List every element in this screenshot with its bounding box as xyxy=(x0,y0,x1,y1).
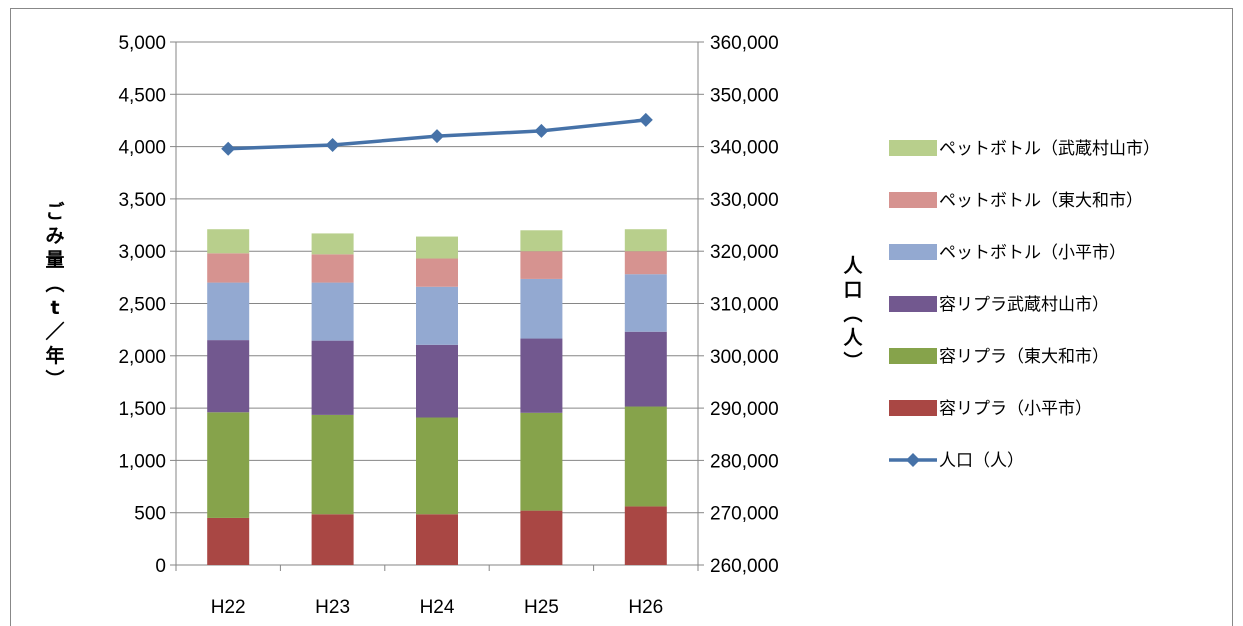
left-tick-label: 1,500 xyxy=(118,399,166,420)
bar-segment xyxy=(624,274,667,332)
right-tick-label: 360,000 xyxy=(710,33,779,54)
left-tick-label: 3,500 xyxy=(118,190,166,211)
left-tick-label: 1,000 xyxy=(118,451,166,472)
bar-segment xyxy=(624,406,667,507)
legend-label: 人口（人） xyxy=(939,451,1024,471)
chart-frame xyxy=(10,8,1233,626)
right-axis-title-char: ︵ xyxy=(843,303,862,325)
population-marker xyxy=(430,129,444,144)
bar-segment xyxy=(311,254,354,283)
bar-segment xyxy=(311,340,354,415)
population-marker xyxy=(221,141,236,156)
bar-segment xyxy=(520,278,563,339)
bar-segment xyxy=(624,331,667,407)
legend-label: ペットボトル（小平市） xyxy=(939,243,1126,263)
right-tick-label: 280,000 xyxy=(710,451,779,472)
right-tick-label: 290,000 xyxy=(710,399,779,420)
x-tick-label: H24 xyxy=(420,597,455,618)
bar-segment xyxy=(520,251,563,279)
bar-segment xyxy=(624,229,667,252)
right-tick-label: 330,000 xyxy=(710,190,779,211)
left-axis-title-char: ／ xyxy=(45,320,64,343)
bar-segment xyxy=(207,282,250,341)
bar-segment xyxy=(520,338,563,413)
legend-label: ペットボトル（武蔵村山市） xyxy=(939,139,1160,159)
population-marker xyxy=(325,138,340,153)
legend-diamond-swatch xyxy=(906,453,920,467)
legend-label: 容リプラ武蔵村山市） xyxy=(939,295,1109,315)
right-axis-title-char: 人 xyxy=(843,327,863,349)
bar-segment xyxy=(311,233,354,255)
right-axis-title-char: ︶ xyxy=(843,350,862,373)
x-tick-label: H25 xyxy=(524,597,559,618)
left-tick-label: 3,000 xyxy=(118,242,166,263)
left-tick-label: 2,500 xyxy=(118,295,166,316)
bar-segment xyxy=(207,253,250,283)
legend-swatch xyxy=(889,400,937,416)
left-tick-label: 4,000 xyxy=(118,138,166,159)
legend-swatch xyxy=(889,244,937,260)
right-tick-label: 300,000 xyxy=(710,347,779,368)
left-axis-title-char: ︶ xyxy=(45,368,64,391)
bar-segment xyxy=(520,230,563,252)
legend-swatch xyxy=(889,140,937,156)
bar-segment xyxy=(416,344,458,418)
right-tick-label: 350,000 xyxy=(710,85,779,106)
right-tick-label: 260,000 xyxy=(710,556,779,577)
right-tick-label: 320,000 xyxy=(710,242,779,263)
legend-swatch xyxy=(889,192,937,208)
legend-label: 容リプラ（東大和市） xyxy=(939,347,1109,367)
bar-segment xyxy=(416,417,458,515)
bar-segment xyxy=(311,414,354,515)
bar-segment xyxy=(416,514,458,565)
bar-segment xyxy=(624,506,667,565)
bar-segment xyxy=(207,229,250,254)
legend-swatch xyxy=(889,296,937,312)
left-tick-label: 500 xyxy=(134,504,166,525)
right-tick-label: 310,000 xyxy=(710,295,779,316)
population-marker xyxy=(534,123,549,138)
bar-segment xyxy=(311,282,354,341)
legend-label: ペットボトル（東大和市） xyxy=(939,191,1143,211)
left-tick-label: 5,000 xyxy=(118,33,166,54)
right-axis-title-char: 口 xyxy=(843,279,862,301)
left-axis-title-char: ︵ xyxy=(45,273,64,295)
x-tick-label: H22 xyxy=(211,597,246,618)
bar-segment xyxy=(416,236,458,259)
bar-segment xyxy=(416,258,458,287)
x-tick-label: H26 xyxy=(628,597,663,618)
legend-label: 容リプラ（小平市） xyxy=(939,399,1092,419)
left-axis-title-char: 年 xyxy=(45,344,64,367)
left-tick-label: 4,500 xyxy=(118,85,166,106)
legend-swatch xyxy=(889,348,937,364)
right-tick-label: 340,000 xyxy=(710,138,779,159)
x-tick-label: H23 xyxy=(315,597,350,618)
bar-segment xyxy=(311,514,354,565)
population-marker xyxy=(638,112,653,127)
bar-segment xyxy=(520,510,563,565)
bar-segment xyxy=(624,251,667,275)
left-tick-label: 2,000 xyxy=(118,347,166,368)
bar-segment xyxy=(207,412,250,518)
left-axis-title-char: 量 xyxy=(45,249,64,271)
bar-segment xyxy=(207,517,250,565)
left-axis-title-char: t xyxy=(50,297,59,319)
right-axis-title-char: 人 xyxy=(843,255,863,277)
bar-segment xyxy=(520,412,563,511)
left-tick-label: 0 xyxy=(155,556,166,577)
right-tick-label: 270,000 xyxy=(710,504,779,525)
left-axis-title-char: ご xyxy=(45,200,64,223)
left-axis-title-char: み xyxy=(45,225,64,247)
bar-segment xyxy=(416,286,458,345)
bar-segment xyxy=(207,340,250,413)
